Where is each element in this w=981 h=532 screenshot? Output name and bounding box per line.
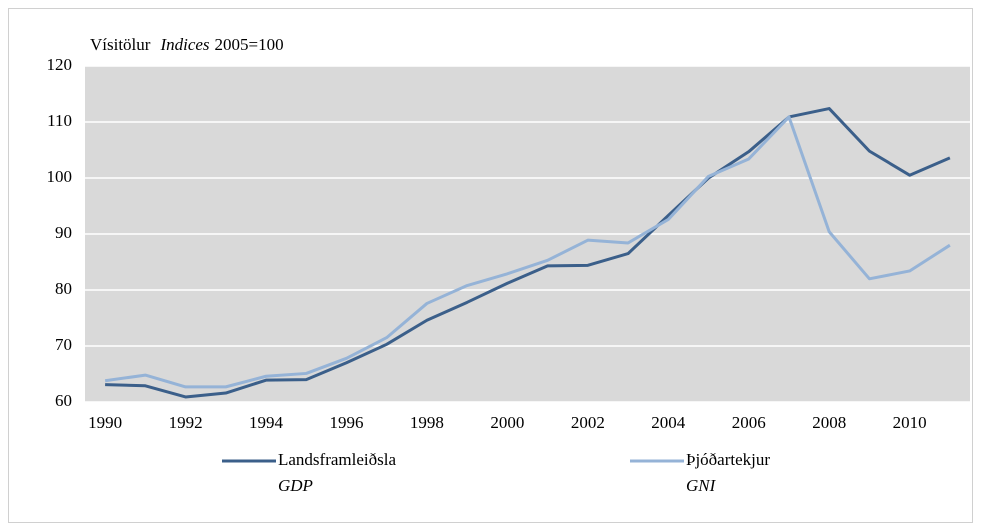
x-tick-label: 2008 bbox=[812, 413, 846, 432]
y-tick-label: 90 bbox=[55, 223, 72, 242]
legend-label-en: GNI bbox=[686, 476, 717, 495]
series-line bbox=[105, 107, 951, 399]
legend-label: Landsframleiðsla bbox=[278, 450, 396, 469]
x-tick-label: 1996 bbox=[329, 413, 363, 432]
y-tick-label: 80 bbox=[55, 279, 72, 298]
y-tick-label: 100 bbox=[47, 167, 73, 186]
x-tick-label: 2004 bbox=[651, 413, 686, 432]
y-label-base: 2005=100 bbox=[215, 35, 284, 54]
y-tick-label: 60 bbox=[55, 391, 72, 410]
series-line bbox=[104, 115, 951, 389]
x-tick-label: 2006 bbox=[732, 413, 766, 432]
y-axis-label: Vísitölur Indices 2005=100 bbox=[90, 35, 284, 54]
y-tick-label: 110 bbox=[47, 111, 72, 130]
x-tick-label: 2002 bbox=[571, 413, 605, 432]
y-label-en: Indices bbox=[159, 35, 209, 54]
y-tick-label: 70 bbox=[55, 335, 72, 354]
y-label-is: Vísitölur bbox=[90, 35, 151, 54]
x-tick-label: 1992 bbox=[169, 413, 203, 432]
x-tick-label: 1998 bbox=[410, 413, 444, 432]
legend-label-en: GDP bbox=[278, 476, 313, 495]
y-tick-label: 120 bbox=[47, 55, 73, 74]
x-tick-label: 1990 bbox=[88, 413, 122, 432]
x-tick-label: 1994 bbox=[249, 413, 284, 432]
x-tick-label: 2010 bbox=[893, 413, 927, 432]
legend-label: Þjóðartekjur bbox=[686, 450, 770, 469]
x-tick-label: 2000 bbox=[490, 413, 524, 432]
